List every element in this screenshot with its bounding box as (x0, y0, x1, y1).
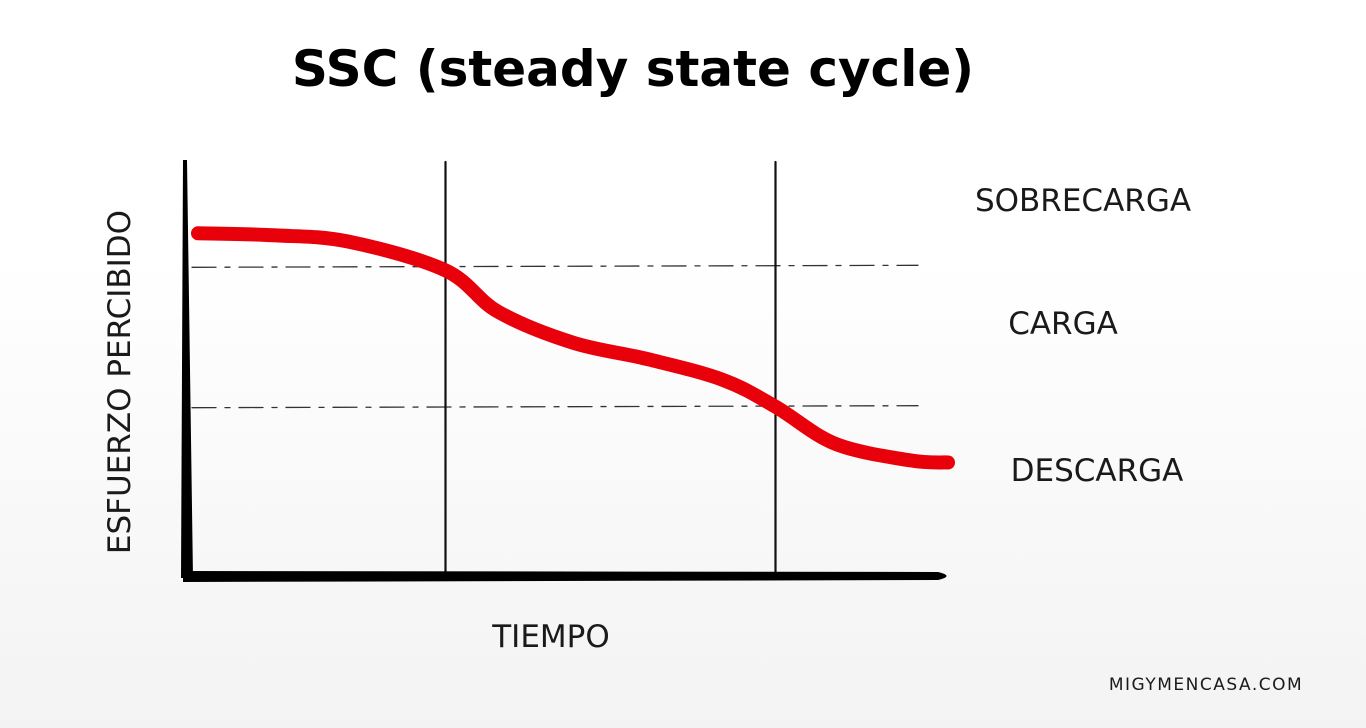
zone-label-carga: CARGA (1008, 306, 1118, 342)
chart-title: SSC (steady state cycle) (292, 40, 974, 98)
series-layer (191, 226, 955, 470)
zone-boundary-2 (191, 264, 919, 268)
x-axis-line (183, 571, 947, 582)
zone-boundaries (191, 264, 919, 409)
x-axis-label: TIEMPO (491, 619, 610, 655)
zone-boundary-1 (191, 405, 919, 409)
zone-label-descarga: DESCARGA (1011, 453, 1184, 489)
zone-label-sobrecarga: SOBRECARGA (975, 183, 1191, 219)
site-credit: MIGYMENCASA.COM (1109, 675, 1303, 695)
axes (181, 160, 947, 582)
series-line-1 (191, 226, 955, 470)
y-axis-line (181, 160, 193, 578)
y-axis-label: ESFUERZO PERCIBIDO (102, 210, 138, 554)
phase-dividers (444, 160, 777, 577)
